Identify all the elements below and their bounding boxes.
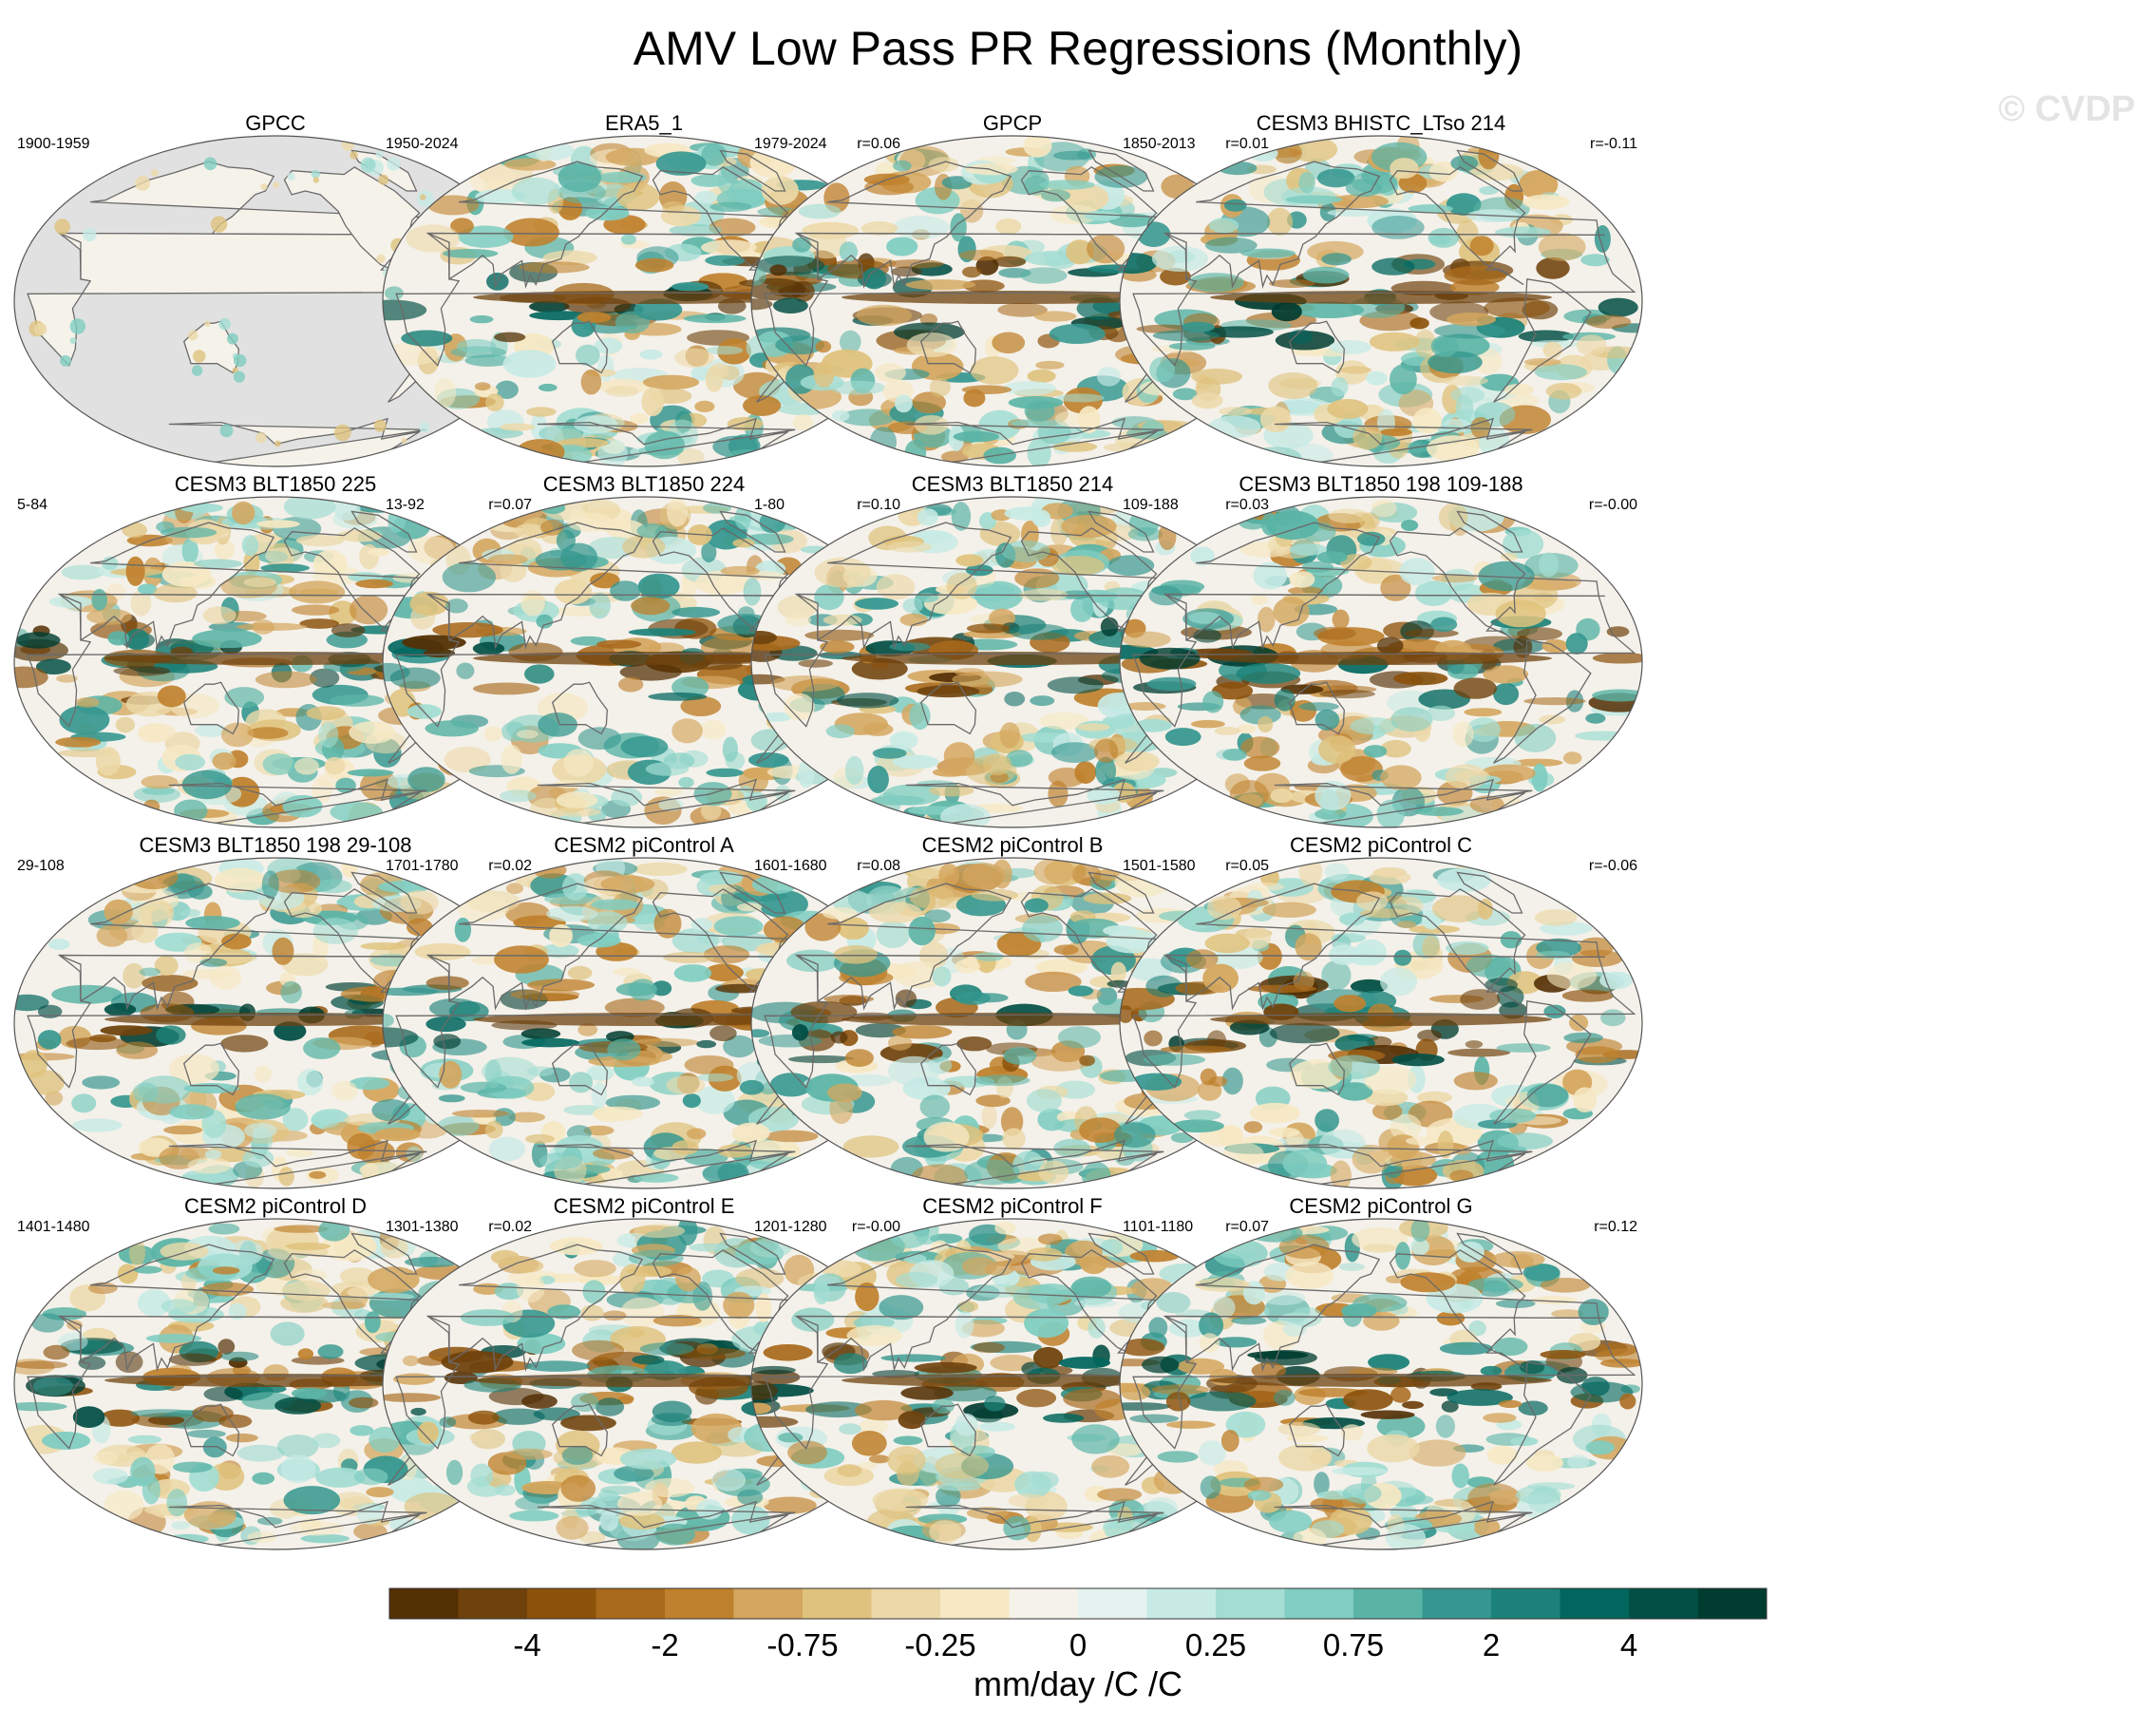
panel-correlation: r=0.07 xyxy=(488,497,532,513)
colorbar-swatch xyxy=(1353,1588,1423,1619)
colorbar-swatch xyxy=(1009,1588,1079,1619)
panel-correlation: r=0.10 xyxy=(857,497,900,513)
panel-correlation: r=0.06 xyxy=(857,136,900,152)
colorbar-units: mm/day /C /C xyxy=(974,1664,1182,1703)
colorbar-tick-label: -0.25 xyxy=(904,1627,975,1662)
colorbar-tick-label: -0.75 xyxy=(766,1627,838,1662)
colorbar-tick-label: 0.25 xyxy=(1185,1627,1246,1662)
panel-years: 1501-1580 xyxy=(1123,858,1196,874)
panel-title: GPCC xyxy=(245,111,306,135)
colorbar-swatch xyxy=(596,1588,666,1619)
panel-title: CESM2 piControl C xyxy=(1290,833,1472,857)
colorbar-swatch xyxy=(1491,1588,1560,1619)
map-panel: CESM3 BLT1850 198 109-188 109-188 r=-0.00 xyxy=(1115,471,1647,832)
map-panel: CESM2 piControl C 1501-1580 r=-0.06 xyxy=(1115,832,1647,1193)
map-panel-grid: GPCC 1900-1959 ERA5_1 1950-2024 r=0.06 GPCP 19… xyxy=(13,110,1647,1554)
panel-years: 1701-1780 xyxy=(386,858,459,874)
colorbar-tick-label: 0 xyxy=(1069,1627,1087,1662)
panel-title: CESM2 piControl G xyxy=(1289,1194,1473,1218)
colorbar-swatch xyxy=(1422,1588,1492,1619)
panel-years: 1101-1180 xyxy=(1123,1219,1194,1235)
colorbar-swatch xyxy=(733,1588,804,1619)
map-panel: CESM3 BLT1850 214 1-80 r=0.03 xyxy=(747,471,1278,832)
panel-correlation: r=0.05 xyxy=(1225,858,1269,874)
map-outline xyxy=(1119,1218,1643,1550)
panel-title: ERA5_1 xyxy=(605,111,683,135)
panel-years: 1900-1959 xyxy=(17,136,90,152)
colorbar-swatch xyxy=(527,1588,596,1619)
precip-regression-map xyxy=(750,496,1275,828)
panel-years: 109-188 xyxy=(1123,497,1179,513)
map-panel: CESM2 piControl G 1101-1180 r=0.12 xyxy=(1115,1193,1647,1554)
colorbar-swatch xyxy=(940,1588,1010,1619)
panel-title: CESM2 piControl F xyxy=(922,1194,1103,1218)
colorbar-swatch xyxy=(1697,1588,1768,1619)
panel-correlation: r=0.12 xyxy=(1594,1219,1637,1235)
panel-years: 29-108 xyxy=(17,858,65,874)
panel-title: CESM3 BLT1850 214 xyxy=(911,472,1114,496)
panel-correlation: r=0.01 xyxy=(1225,136,1269,152)
precip-regression-map xyxy=(1119,1218,1643,1550)
colorbar-swatch xyxy=(458,1588,528,1619)
panel-correlation: r=0.03 xyxy=(1225,497,1269,513)
panel-years: 1601-1680 xyxy=(754,858,827,874)
map-outline xyxy=(1119,857,1643,1189)
colorbar: -4 -2 -0.75 -0.25 0 0.25 0.75 2 4 mm/day /C /C xyxy=(388,1587,1768,1703)
panel-years: 1201-1280 xyxy=(754,1219,827,1235)
colorbar-swatch xyxy=(871,1588,941,1619)
precip-regression-map xyxy=(1119,496,1643,828)
panel-title: CESM3 BLT1850 198 29-108 xyxy=(139,833,412,857)
colorbar-swatch xyxy=(1560,1588,1630,1619)
colorbar-tick-label: 2 xyxy=(1483,1627,1500,1662)
panel-title: CESM3 BLT1850 198 109-188 xyxy=(1239,472,1523,496)
panel-years: 13-92 xyxy=(386,497,425,513)
colorbar-swatch xyxy=(665,1588,734,1619)
precip-regression-map xyxy=(1119,135,1643,467)
watermark: © CVDP xyxy=(1998,89,2136,129)
panel-correlation: r=0.08 xyxy=(857,858,900,874)
precip-regression-map xyxy=(1119,857,1643,1189)
panel-correlation: r=-0.00 xyxy=(1588,497,1637,513)
panel-years: 1-80 xyxy=(754,497,785,513)
panel-years: 1401-1480 xyxy=(17,1219,90,1235)
panel-correlation: r=-0.00 xyxy=(851,1219,900,1235)
panel-years: 1301-1380 xyxy=(386,1219,459,1235)
colorbar-swatch xyxy=(1284,1588,1354,1619)
colorbar-tick-label: 4 xyxy=(1620,1627,1637,1662)
map-outline xyxy=(1119,496,1643,828)
panel-title: CESM2 piControl D xyxy=(184,1194,367,1218)
panel-title: GPCP xyxy=(982,111,1043,135)
panel-title: CESM2 piControl B xyxy=(921,833,1104,857)
map-panel: CESM3 BHISTC_LTso 214 1850-2013 r=-0.11 xyxy=(1115,110,1647,471)
panel-correlation: r=0.02 xyxy=(488,1219,532,1235)
panel-title: CESM3 BLT1850 224 xyxy=(542,472,746,496)
colorbar-swatch xyxy=(1216,1588,1285,1619)
map-outline xyxy=(1119,135,1643,467)
panel-title: CESM2 piControl E xyxy=(553,1194,735,1218)
panel-title: CESM3 BLT1850 225 xyxy=(174,472,377,496)
colorbar-swatch xyxy=(1146,1588,1217,1619)
colorbar-tick-label: 0.75 xyxy=(1323,1627,1384,1662)
colorbar-swatch xyxy=(389,1588,459,1619)
colorbar-tick-label: -2 xyxy=(651,1627,678,1662)
panel-years: 1850-2013 xyxy=(1123,136,1196,152)
page-title: AMV Low Pass PR Regressions (Monthly) xyxy=(633,22,1523,75)
panel-correlation: r=-0.06 xyxy=(1588,858,1637,874)
panel-correlation: r=0.07 xyxy=(1225,1219,1269,1235)
colorbar-swatch xyxy=(1629,1588,1698,1619)
panel-correlation: r=0.02 xyxy=(488,858,532,874)
panel-years: 5-84 xyxy=(17,497,48,513)
panel-title: CESM3 BHISTC_LTso 214 xyxy=(1256,111,1506,135)
colorbar-tick-label: -4 xyxy=(513,1627,540,1662)
panel-years: 1979-2024 xyxy=(754,136,827,152)
colorbar-swatch xyxy=(803,1588,872,1619)
colorbar-swatch xyxy=(1078,1588,1147,1619)
panel-years: 1950-2024 xyxy=(386,136,459,152)
panel-title: CESM2 piControl A xyxy=(554,833,734,857)
panel-correlation: r=-0.11 xyxy=(1590,136,1637,152)
